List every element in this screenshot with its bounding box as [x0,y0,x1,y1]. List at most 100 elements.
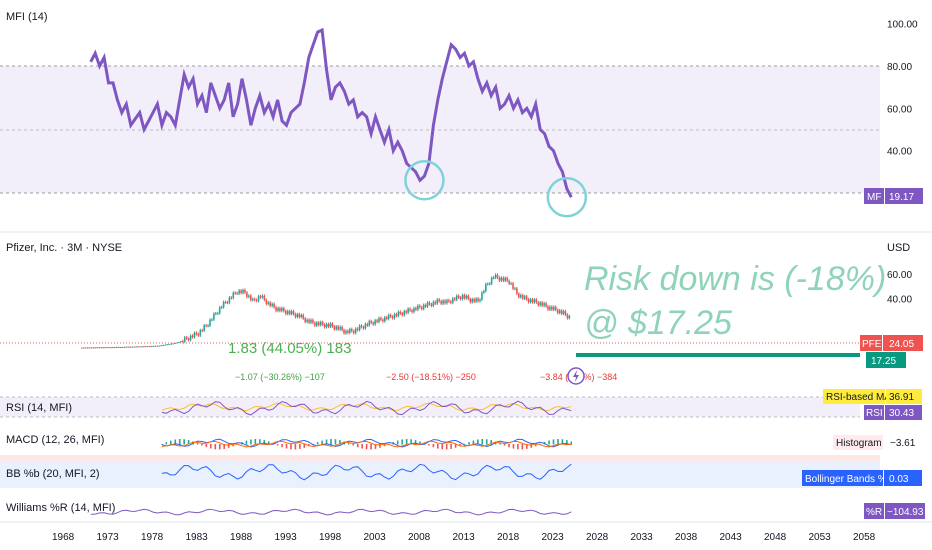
rsi-ma-value-bg [886,389,922,404]
macd-hist-bar [481,439,484,445]
candle-body [197,334,200,336]
candle-body [127,346,130,348]
mfi-y-tick: 60.00 [887,104,912,115]
macd-hist-bar [187,440,190,445]
candle-body [545,303,547,307]
candle-body [446,300,448,304]
candle-body [378,318,380,322]
candle-body [154,345,157,347]
x-tick-1993: 1993 [275,532,298,543]
candle-body [310,319,312,323]
target-value-bg [866,352,906,368]
candle-body [209,319,211,326]
candle-body [568,316,571,319]
candle-body [500,277,503,281]
macd-hist-bar [454,444,457,448]
candle-body [469,298,472,303]
candle-body [506,277,508,281]
x-tick-1988: 1988 [230,532,253,543]
candle-body [341,326,343,331]
mfi-last-value: 19.17 [889,192,914,203]
candle-body [349,329,351,333]
candle-body [335,326,338,330]
mfi-highlight-circles [404,160,588,218]
candle-body [467,295,470,299]
candle-body [519,295,522,298]
x-tick-2023: 2023 [542,532,565,543]
macd-hist-bar [526,444,528,449]
candle-body [160,345,163,347]
candle-body [372,322,374,325]
candle-body [492,277,495,279]
macd-hist-bar [445,444,448,450]
candle-body [537,302,540,306]
macd-hist-bar [548,440,550,445]
candle-body [385,317,388,319]
candle-body [440,301,442,304]
candle-body [516,288,518,294]
candle-body [166,344,169,346]
macd-hist-bar [472,440,475,445]
candle-body [463,295,466,299]
candle-body [558,310,561,313]
bb-value-bg [884,470,922,486]
macd-hist-bar [396,440,399,445]
candle-body [211,319,213,321]
macd-hist-bar [383,444,386,447]
macd-hist-bar [161,444,163,445]
candle-body [92,347,95,349]
macd-hist-bar [570,441,573,445]
candle-body [176,342,178,344]
candle-body [356,328,359,330]
candle-body [411,310,413,312]
candle-body [434,301,437,304]
macd-hist-bar [303,444,306,448]
candle-body [535,299,538,303]
candle-body [94,347,97,349]
candle-body [418,305,421,308]
candle-body [255,299,258,301]
candle-body [465,295,468,299]
price-pane: Pfizer, Inc. · 3M · NYSE USD 60.0040.00 … [0,242,923,385]
candle-body [226,302,229,304]
candle-body [541,302,543,306]
macd-hist-bar [330,439,332,445]
candle-body [496,274,499,278]
williams-value: −104.93 [887,507,924,518]
candle-body [244,289,246,293]
candle-body [84,347,87,349]
candle-body [504,277,507,281]
macd-hist-bar [561,439,564,445]
candle-body [444,300,446,304]
candle-body [426,302,429,307]
candle-body [415,308,417,310]
macd-hist-bar [321,440,323,445]
rsi-value: 30.43 [889,408,914,419]
candle-body [424,304,427,307]
candle-body [183,337,186,342]
candle-body [512,283,514,289]
candle-body [479,299,481,302]
macd-hist-bar [250,439,252,445]
candle-body [352,331,355,333]
candle-body [339,326,341,330]
macd-hist-bar [259,439,261,445]
macd-hist-bar [499,443,501,445]
x-tick-2013: 2013 [453,532,476,543]
highlight-circle-2 [546,176,588,218]
candle-body [150,345,153,347]
macd-hist-bar [365,444,368,450]
candle-body [82,347,85,349]
candle-body [108,347,110,349]
candle-body [401,313,404,316]
macd-hist-bar [419,441,421,445]
candle-body [331,323,334,327]
candle-body [133,346,136,348]
candle-body [554,306,557,310]
macd-hist-bar [432,444,435,448]
candle-body [102,347,104,349]
candle-body [248,295,250,297]
candle-body [407,308,409,313]
target-value: 17.25 [871,356,896,367]
